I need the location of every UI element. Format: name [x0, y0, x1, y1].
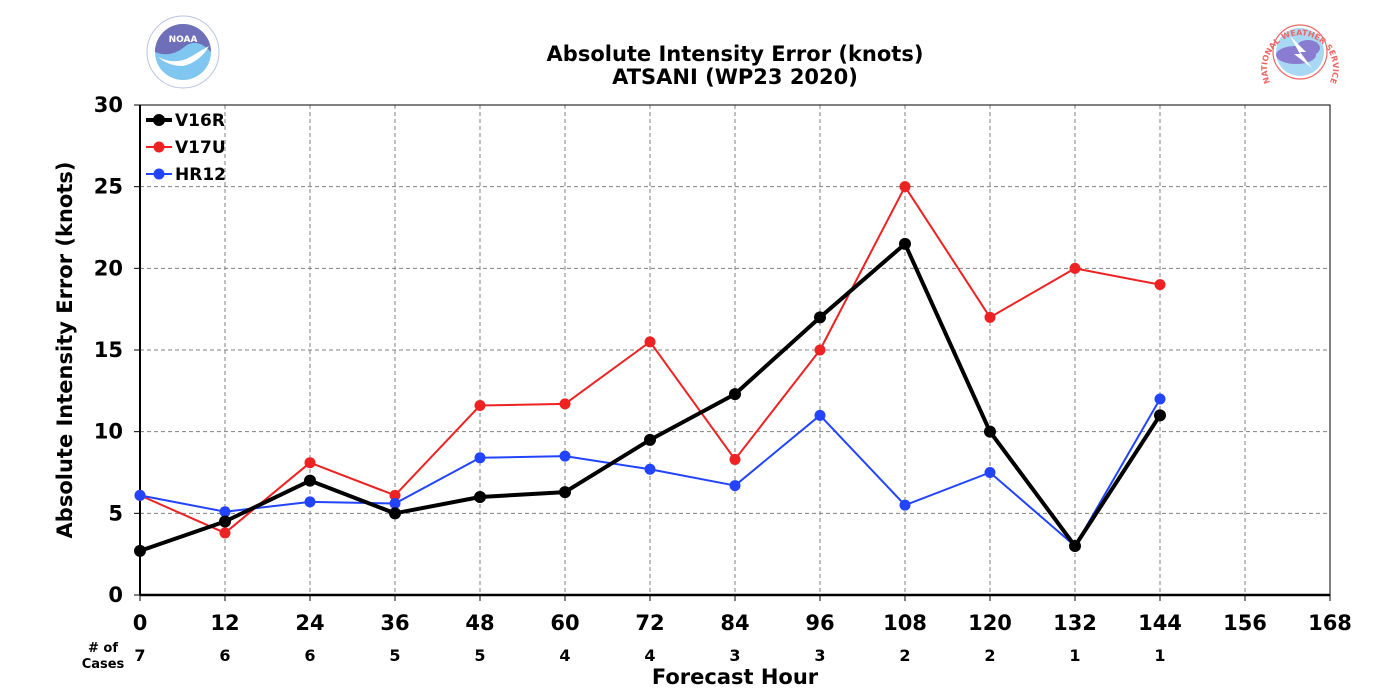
data-point	[389, 498, 401, 510]
y-axis-label: Absolute Intensity Error (knots)	[53, 162, 77, 539]
series-V17U	[134, 181, 1166, 539]
data-point	[559, 398, 571, 410]
data-point	[559, 450, 571, 462]
data-point	[899, 181, 911, 193]
data-point	[304, 496, 316, 508]
data-point	[559, 486, 571, 499]
data-point	[219, 515, 231, 528]
case-count: 6	[304, 646, 315, 665]
x-tick-label: 60	[550, 611, 579, 635]
data-point	[644, 463, 656, 475]
x-tick-label: 120	[968, 611, 1012, 635]
case-count: 7	[134, 646, 145, 665]
data-point	[644, 433, 656, 446]
legend-item: V16R	[146, 111, 225, 131]
data-point	[304, 474, 316, 487]
x-tick-label: 72	[635, 611, 664, 635]
x-ticks: 0 12 24 36 48 60 72 84 96 108 120 132 144 156 168	[133, 595, 1352, 635]
y-tick-label: 5	[108, 501, 123, 525]
data-point	[304, 457, 316, 469]
x-tick-label: 168	[1308, 611, 1352, 635]
data-point	[729, 480, 741, 492]
data-point	[729, 453, 741, 465]
data-point	[644, 336, 656, 348]
data-point	[389, 489, 401, 501]
x-tick-label: 84	[720, 611, 749, 635]
x-tick-label: 144	[1138, 611, 1182, 635]
data-point	[219, 527, 231, 539]
cases-label-line1: # of	[88, 641, 118, 656]
series-layer	[134, 181, 1166, 557]
x-tick-label: 96	[805, 611, 834, 635]
legend: V16R V17U HR12	[146, 111, 226, 185]
case-count: 3	[814, 646, 825, 665]
y-tick-label: 25	[94, 175, 123, 199]
case-count: 5	[389, 646, 400, 665]
noaa-logo: NOAA	[146, 15, 220, 89]
data-point	[899, 499, 911, 511]
data-point	[134, 489, 146, 501]
case-count: 2	[899, 646, 910, 665]
x-tick-label: 0	[133, 611, 148, 635]
cases-row: 7 6 6 5 5 4 4 3 3 2 2 1 1	[134, 646, 1165, 665]
data-point	[1069, 262, 1081, 274]
chart-title: Absolute Intensity Error (knots)	[547, 42, 924, 66]
legend-marker	[153, 141, 165, 153]
x-tick-label: 36	[380, 611, 409, 635]
chart-subtitle: ATSANI (WP23 2020)	[612, 65, 858, 89]
case-count: 1	[1154, 646, 1165, 665]
y-tick-label: 20	[94, 256, 123, 280]
data-point	[474, 491, 486, 503]
data-point	[134, 544, 146, 557]
data-point	[474, 452, 486, 464]
data-point	[1069, 540, 1081, 552]
data-point	[219, 506, 231, 518]
legend-label: V16R	[175, 111, 225, 131]
x-tick-label: 108	[883, 611, 927, 635]
case-count: 4	[559, 646, 570, 665]
cases-label-line2: Cases	[82, 657, 125, 672]
x-tick-label: 24	[295, 611, 324, 635]
case-count: 1	[1069, 646, 1080, 665]
case-count: 2	[984, 646, 995, 665]
y-tick-label: 10	[94, 420, 123, 444]
x-tick-label: 156	[1223, 611, 1267, 635]
x-tick-label: 12	[210, 611, 239, 635]
noaa-logo-text: NOAA	[169, 35, 198, 45]
legend-item: V17U	[146, 138, 226, 158]
data-point	[814, 409, 826, 421]
data-point	[1154, 393, 1166, 405]
data-point	[814, 311, 826, 324]
case-count: 6	[219, 646, 230, 665]
series-V16R	[134, 237, 1166, 557]
data-point	[984, 425, 996, 438]
data-point	[389, 507, 401, 520]
data-point	[984, 311, 996, 323]
x-tick-label: 48	[465, 611, 494, 635]
series-HR12	[134, 393, 1166, 552]
data-point	[1154, 409, 1166, 422]
case-count: 5	[474, 646, 485, 665]
x-tick-label: 132	[1053, 611, 1097, 635]
legend-marker	[153, 114, 165, 126]
legend-label: V17U	[175, 138, 226, 158]
legend-label: HR12	[175, 165, 226, 185]
data-point	[474, 400, 486, 412]
data-point	[984, 467, 996, 478]
x-axis-label: Forecast Hour	[652, 665, 819, 689]
case-count: 4	[644, 646, 655, 665]
y-tick-label: 15	[94, 338, 123, 362]
legend-marker	[153, 168, 165, 180]
case-count: 3	[729, 646, 740, 665]
data-point	[729, 388, 741, 401]
y-tick-label: 30	[94, 93, 123, 117]
legend-item: HR12	[146, 165, 226, 185]
data-point	[899, 237, 911, 250]
data-point	[1154, 279, 1166, 291]
y-tick-label: 0	[108, 583, 123, 607]
nws-logo: NATIONAL WEATHER SERVICE	[1260, 16, 1340, 88]
y-ticks: 0 5 10 15 20 25 30	[94, 93, 140, 607]
data-point	[814, 344, 826, 356]
